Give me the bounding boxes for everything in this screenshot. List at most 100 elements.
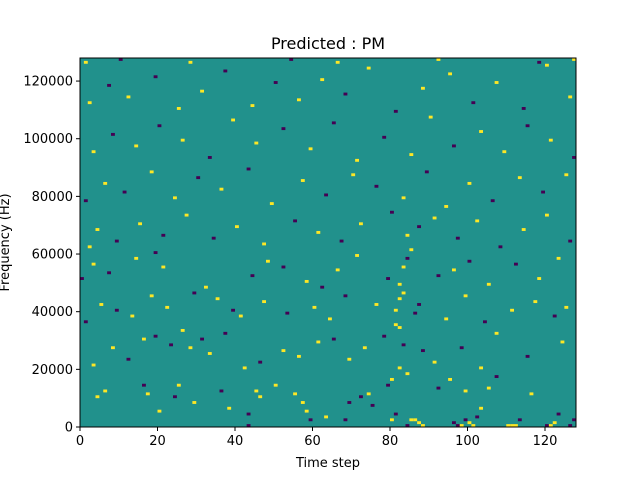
heatmap-cell bbox=[192, 291, 197, 295]
heatmap-cell bbox=[421, 86, 425, 90]
heatmap-cell bbox=[374, 303, 379, 306]
heatmap-cell bbox=[514, 424, 518, 427]
heatmap-cell bbox=[262, 300, 267, 304]
heatmap-cell bbox=[289, 58, 294, 61]
heatmap-cell bbox=[390, 210, 394, 214]
heatmap-cell bbox=[169, 343, 174, 347]
heatmap-cell bbox=[80, 277, 84, 280]
heatmap-cell bbox=[506, 424, 511, 427]
y-tick-label: 100000 bbox=[23, 132, 73, 147]
heatmap-cell bbox=[366, 392, 371, 396]
heatmap-cell bbox=[192, 401, 197, 404]
heatmap-cell bbox=[219, 389, 224, 393]
heatmap-cell bbox=[413, 418, 418, 422]
heatmap-cell bbox=[126, 357, 131, 361]
heatmap-cell bbox=[103, 181, 108, 185]
heatmap-cell bbox=[165, 305, 170, 309]
y-axis-label: Frequency (Hz) bbox=[0, 193, 13, 291]
heatmap-cell bbox=[448, 72, 453, 76]
heatmap-cell bbox=[397, 326, 402, 329]
heatmap-cell bbox=[134, 144, 139, 148]
heatmap-cell bbox=[273, 383, 278, 387]
heatmap-cell bbox=[293, 219, 298, 223]
heatmap-cell bbox=[475, 415, 480, 419]
heatmap-cell bbox=[87, 245, 92, 249]
heatmap-cell bbox=[409, 153, 414, 157]
heatmap-cell bbox=[467, 259, 472, 263]
chart-title: Predicted : PM bbox=[271, 34, 385, 53]
heatmap-cell bbox=[254, 389, 259, 393]
heatmap-cell bbox=[409, 418, 414, 422]
heatmap-cell bbox=[479, 406, 484, 410]
heatmap-cell bbox=[490, 199, 495, 203]
heatmap-cell bbox=[386, 383, 391, 387]
heatmap-cell bbox=[386, 277, 391, 280]
heatmap-cell bbox=[467, 181, 472, 185]
heatmap-cell bbox=[91, 262, 96, 266]
heatmap-cell bbox=[390, 377, 394, 381]
heatmap-cell bbox=[180, 138, 185, 142]
heatmap-cell bbox=[393, 109, 398, 113]
heatmap-cell bbox=[455, 424, 460, 427]
heatmap-cell bbox=[529, 392, 534, 396]
heatmap-cell bbox=[223, 331, 228, 335]
heatmap-cell bbox=[343, 418, 348, 422]
heatmap-cell bbox=[521, 228, 526, 231]
heatmap-cell bbox=[343, 92, 348, 96]
heatmap-cell bbox=[300, 179, 305, 182]
heatmap-cell bbox=[331, 337, 336, 341]
heatmap-cell bbox=[510, 424, 515, 427]
heatmap-cell bbox=[262, 242, 267, 246]
x-axis: 0 20 40 60 80 100 120 bbox=[76, 427, 557, 449]
plot-area bbox=[79, 57, 577, 428]
heatmap-cell bbox=[281, 127, 286, 131]
heatmap-cell bbox=[401, 265, 406, 269]
heatmap-cell bbox=[572, 58, 577, 61]
heatmap-cell bbox=[273, 81, 278, 84]
heatmap-cell bbox=[370, 403, 375, 407]
heatmap-cell bbox=[83, 320, 88, 324]
heatmap-cell bbox=[428, 115, 433, 119]
heatmap-cell bbox=[556, 412, 561, 416]
heatmap-cell bbox=[525, 124, 530, 128]
heatmap-cell bbox=[409, 248, 414, 252]
heatmap-cell bbox=[242, 366, 247, 370]
heatmap-cell bbox=[405, 256, 410, 260]
heatmap-cell bbox=[351, 173, 356, 177]
heatmap-cell bbox=[405, 424, 410, 427]
heatmap-cell bbox=[339, 239, 344, 243]
heatmap-cell bbox=[173, 395, 177, 399]
y-tick-label: 60000 bbox=[32, 248, 73, 263]
heatmap-cell bbox=[304, 409, 309, 413]
heatmap-cell bbox=[308, 147, 313, 151]
heatmap-cell bbox=[417, 225, 422, 229]
heatmap-cell bbox=[436, 58, 441, 61]
heatmap-cell bbox=[246, 412, 251, 416]
heatmap-cell bbox=[521, 107, 526, 110]
heatmap-cell bbox=[355, 254, 360, 257]
heatmap-cell bbox=[393, 308, 398, 312]
heatmap-cell bbox=[347, 357, 352, 361]
heatmap-cell bbox=[459, 424, 464, 427]
heatmap-cell bbox=[444, 205, 449, 208]
heatmap-cell bbox=[254, 141, 259, 145]
heatmap-cell bbox=[99, 303, 104, 306]
heatmap-cell bbox=[475, 219, 480, 223]
heatmap-cell bbox=[486, 386, 491, 390]
heatmap-cell bbox=[463, 294, 468, 298]
heatmap-cell bbox=[95, 228, 100, 231]
heatmap-cell bbox=[572, 418, 577, 422]
heatmap-cell bbox=[382, 334, 387, 338]
heatmap-cell bbox=[545, 213, 549, 217]
heatmap-cell bbox=[390, 418, 394, 422]
heatmap-cell bbox=[514, 262, 518, 266]
heatmap-cell bbox=[366, 66, 371, 70]
heatmap-cell bbox=[382, 135, 387, 139]
heatmap-cell bbox=[525, 354, 530, 358]
y-tick-label: 0 bbox=[65, 421, 73, 436]
heatmap-cell bbox=[393, 323, 398, 327]
heatmap-cell bbox=[359, 222, 363, 226]
heatmap-cell bbox=[258, 395, 263, 399]
heatmap-cell bbox=[138, 222, 143, 226]
